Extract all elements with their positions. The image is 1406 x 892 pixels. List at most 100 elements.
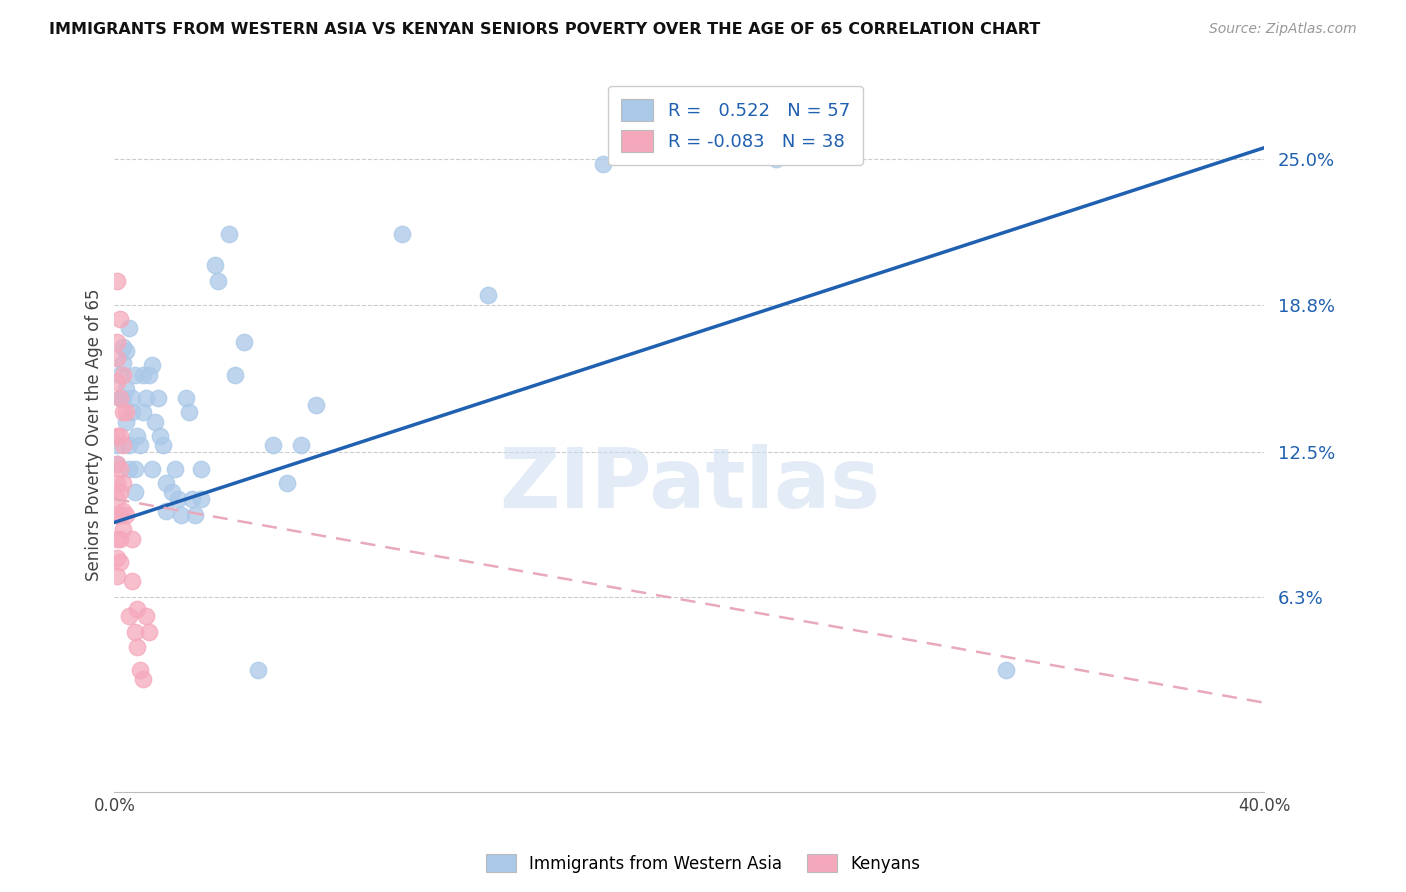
Point [105, 532, 128, 546]
Point [149, 428, 172, 442]
Point [112, 356, 135, 370]
Point [118, 321, 141, 335]
Point [105, 457, 128, 471]
Point [105, 475, 128, 490]
Point [138, 625, 160, 640]
Point [105, 334, 128, 349]
Point [108, 555, 131, 569]
Point [105, 351, 128, 366]
Point [108, 485, 131, 500]
Point [190, 461, 212, 475]
Point [108, 532, 131, 546]
Point [121, 574, 143, 588]
Point [112, 504, 135, 518]
Point [994, 663, 1017, 677]
Point [247, 663, 270, 677]
Point [129, 663, 152, 677]
Point [105, 438, 128, 452]
Point [477, 288, 499, 302]
Point [108, 461, 131, 475]
Point [218, 227, 240, 242]
Point [112, 438, 135, 452]
Y-axis label: Seniors Poverty Over the Age of 65: Seniors Poverty Over the Age of 65 [86, 288, 103, 581]
Text: Source: ZipAtlas.com: Source: ZipAtlas.com [1209, 22, 1357, 37]
Point [224, 368, 246, 382]
Point [115, 508, 138, 523]
Point [105, 550, 128, 565]
Point [179, 405, 201, 419]
Point [124, 485, 146, 500]
Point [105, 375, 128, 389]
Point [118, 609, 141, 624]
Point [121, 391, 143, 405]
Point [105, 274, 128, 288]
Point [108, 508, 131, 523]
Point [115, 382, 138, 396]
Point [108, 311, 131, 326]
Point [105, 491, 128, 506]
Point [207, 274, 229, 288]
Point [105, 428, 128, 442]
Point [112, 391, 135, 405]
Legend: R =   0.522   N = 57, R = -0.083   N = 38: R = 0.522 N = 57, R = -0.083 N = 38 [609, 87, 863, 165]
Text: ZIPatlas: ZIPatlas [499, 444, 880, 525]
Point [108, 391, 131, 405]
Point [160, 485, 183, 500]
Point [112, 340, 135, 354]
Point [108, 391, 131, 405]
Point [135, 609, 157, 624]
Point [132, 368, 155, 382]
Point [141, 461, 163, 475]
Point [121, 532, 143, 546]
Point [290, 438, 312, 452]
Point [105, 457, 128, 471]
Point [115, 415, 138, 429]
Point [169, 508, 191, 523]
Point [108, 428, 131, 442]
Point [166, 491, 188, 506]
Point [391, 227, 413, 242]
Point [112, 475, 135, 490]
Point [152, 438, 174, 452]
Point [127, 640, 149, 654]
Point [127, 602, 149, 616]
Point [129, 438, 152, 452]
Point [124, 625, 146, 640]
Point [141, 359, 163, 373]
Point [132, 673, 155, 687]
Point [276, 475, 298, 490]
Point [262, 438, 284, 452]
Point [204, 258, 226, 272]
Point [304, 398, 326, 412]
Point [112, 368, 135, 382]
Point [121, 405, 143, 419]
Point [765, 153, 787, 167]
Legend: Immigrants from Western Asia, Kenyans: Immigrants from Western Asia, Kenyans [479, 847, 927, 880]
Point [190, 491, 212, 506]
Point [124, 461, 146, 475]
Point [143, 415, 166, 429]
Point [135, 391, 157, 405]
Point [115, 344, 138, 359]
Point [132, 405, 155, 419]
Point [112, 523, 135, 537]
Point [146, 391, 169, 405]
Point [118, 438, 141, 452]
Point [127, 428, 149, 442]
Point [155, 504, 177, 518]
Point [118, 461, 141, 475]
Point [592, 157, 614, 171]
Point [108, 368, 131, 382]
Point [138, 368, 160, 382]
Point [232, 334, 254, 349]
Text: IMMIGRANTS FROM WESTERN ASIA VS KENYAN SENIORS POVERTY OVER THE AGE OF 65 CORREL: IMMIGRANTS FROM WESTERN ASIA VS KENYAN S… [49, 22, 1040, 37]
Point [112, 405, 135, 419]
Point [155, 475, 177, 490]
Point [181, 491, 204, 506]
Point [105, 508, 128, 523]
Point [115, 405, 138, 419]
Point [124, 368, 146, 382]
Point [163, 461, 186, 475]
Point [105, 569, 128, 583]
Point [174, 391, 197, 405]
